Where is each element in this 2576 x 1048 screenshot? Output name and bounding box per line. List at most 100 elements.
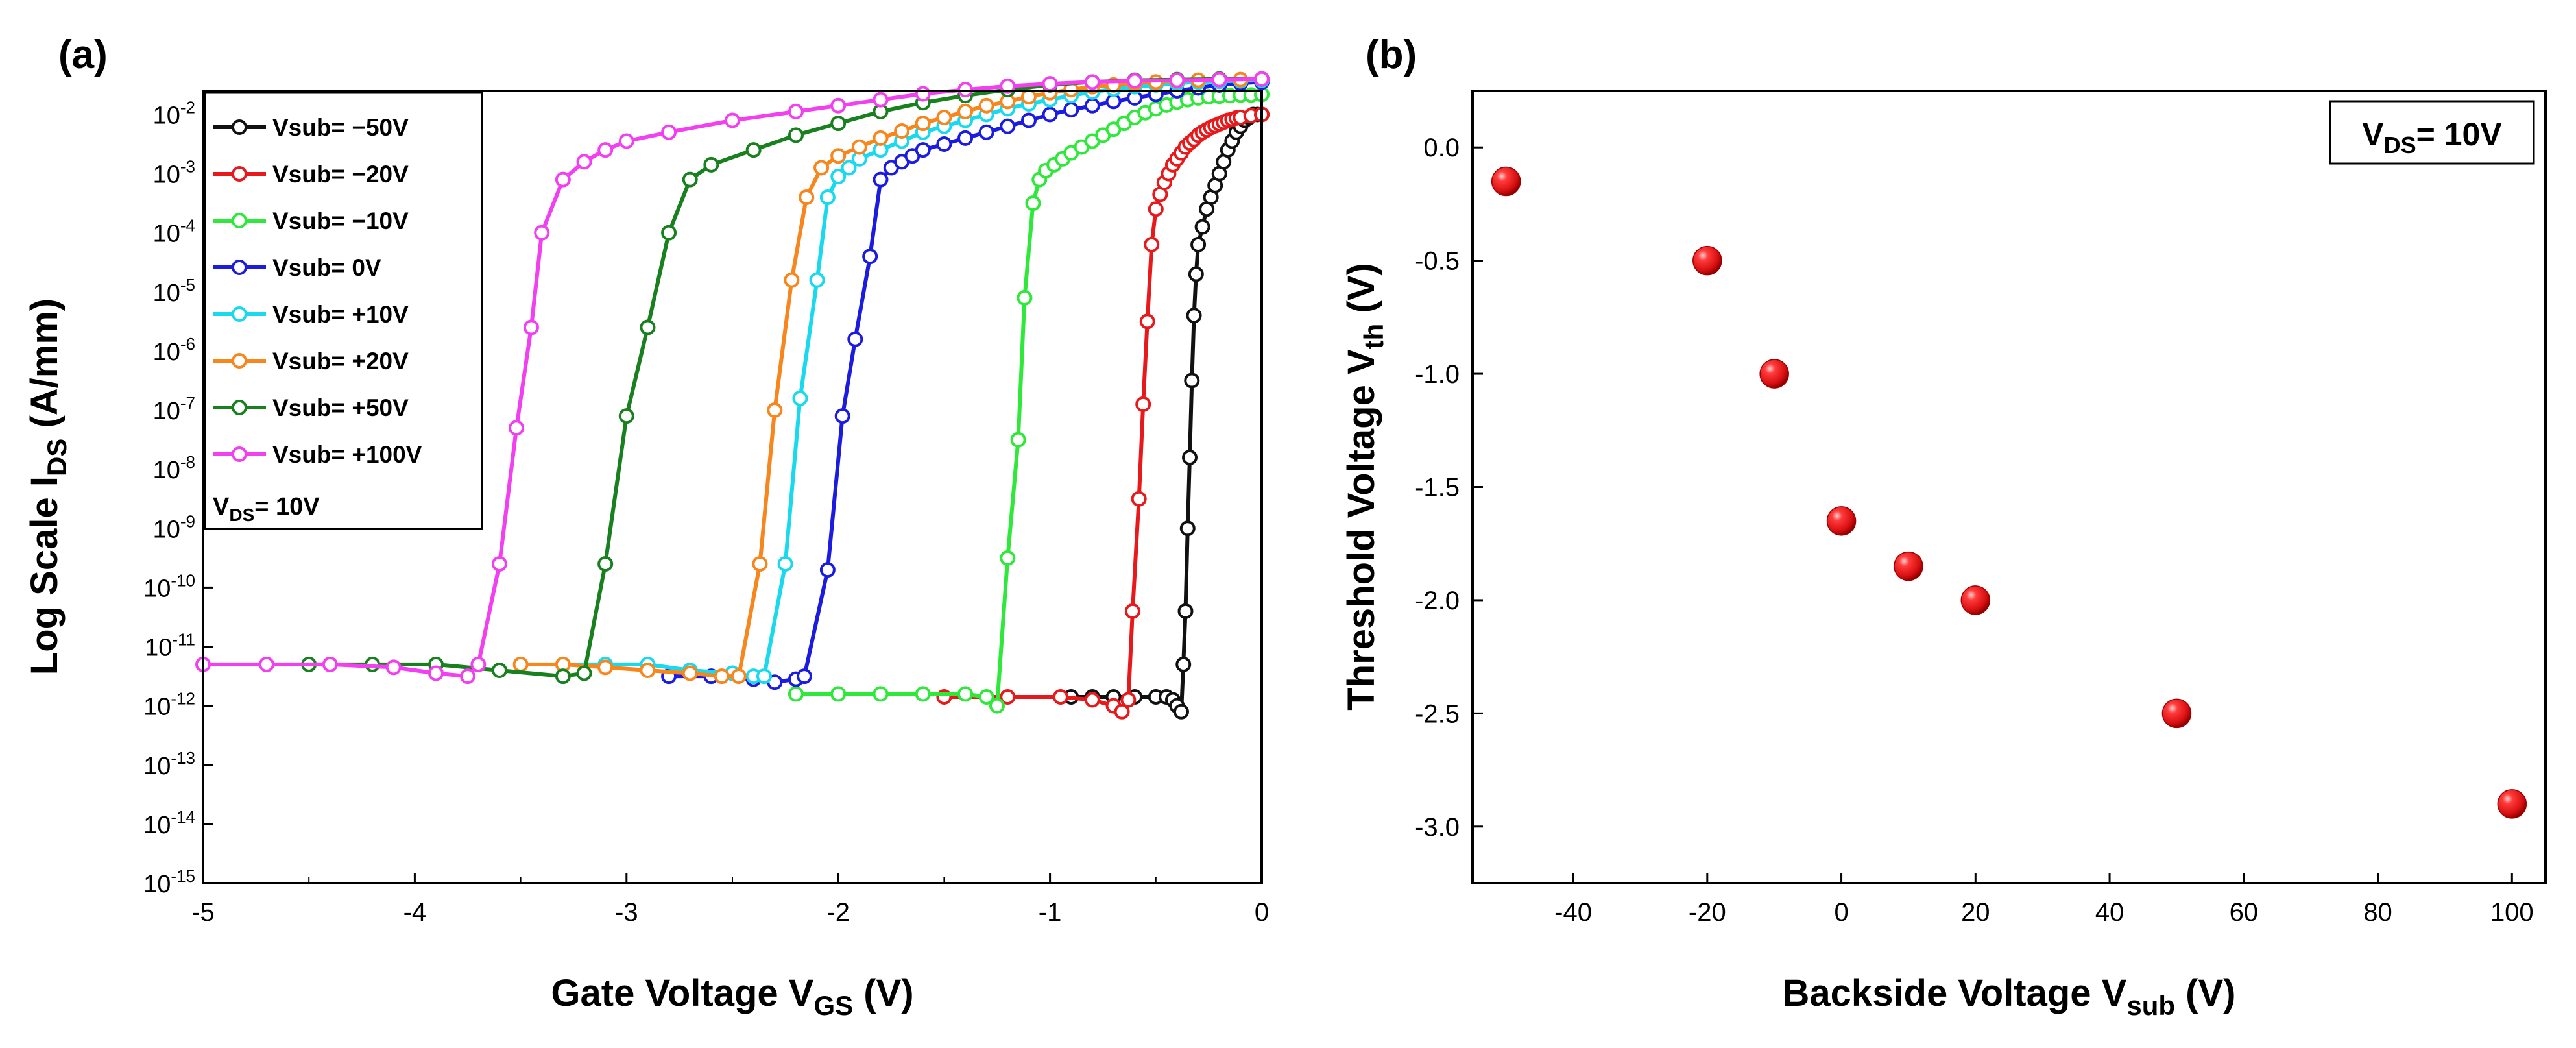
- data-point: [322, 656, 338, 672]
- data-point: [509, 420, 525, 436]
- y-tick-label: 10-6: [153, 334, 195, 366]
- data-point: [1211, 71, 1227, 88]
- data-point: [1135, 396, 1151, 412]
- x-tick-label: -40: [1554, 898, 1592, 927]
- data-point: [1254, 71, 1270, 87]
- data-point: [576, 154, 592, 170]
- legend-label: Vsub= +50V: [272, 395, 409, 421]
- legend-entry: Vsub= +100V: [213, 441, 422, 468]
- series-line: [1071, 112, 1262, 714]
- legend-label: Vsub= +20V: [272, 348, 409, 374]
- panel-a-label: (a): [58, 32, 108, 77]
- data-point: [618, 408, 634, 424]
- vds-annotation-box: [2329, 100, 2535, 165]
- series-0: [1063, 106, 1270, 720]
- data-point: [1042, 106, 1058, 123]
- legend-marker: [232, 306, 247, 322]
- data-point: [957, 103, 974, 119]
- legend-marker: [232, 353, 247, 369]
- y-tick-label: -2.5: [1415, 700, 1460, 728]
- vth-point: [1894, 551, 1923, 581]
- data-point: [784, 272, 800, 288]
- data-point: [851, 139, 867, 155]
- x-tick-label: 20: [1961, 898, 1990, 927]
- y-tick-label: 0.0: [1423, 134, 1460, 162]
- panel-a-x-axis-label: Gate Voltage VGS (V): [551, 972, 913, 1021]
- data-point: [1139, 313, 1155, 330]
- legend-label: Vsub= 0V: [272, 254, 381, 281]
- panel-b: (b) -40 -20 0 20 40 60 80 100 0.0 -0.5 -1.0 -1.5 -2…: [1340, 32, 2547, 1021]
- vth-point: [2497, 789, 2527, 819]
- data-point: [819, 562, 836, 578]
- data-point: [1000, 118, 1016, 134]
- y-tick-label: 10-3: [153, 157, 195, 189]
- x-tick-label: -1: [1039, 898, 1062, 927]
- vth-point: [1759, 359, 1789, 389]
- legend-marker: [232, 260, 247, 275]
- data-point: [682, 171, 698, 188]
- data-point: [1144, 236, 1160, 252]
- data-point: [873, 91, 889, 108]
- data-point: [714, 668, 730, 685]
- legend-entry: Vsub= +10V: [213, 301, 409, 328]
- data-point: [756, 668, 772, 685]
- data-point: [1179, 520, 1196, 537]
- data-point: [1177, 603, 1194, 619]
- data-point: [1188, 266, 1204, 282]
- panel-b-x-ticks: -40 -20 0 20 40 60 80 100: [1554, 873, 2534, 927]
- data-point: [1114, 703, 1130, 720]
- legend-entry: Vsub= −20V: [213, 161, 409, 188]
- data-point: [534, 225, 550, 241]
- series-4: [555, 72, 1270, 685]
- data-point: [661, 124, 677, 140]
- data-point: [1173, 703, 1189, 720]
- data-point: [491, 662, 507, 678]
- y-tick-label: -1.0: [1415, 360, 1460, 389]
- legend-label: Vsub= +100V: [272, 441, 422, 468]
- y-tick-label: 10-8: [153, 452, 195, 484]
- panel-b-annotation: VDS= 10V: [2329, 100, 2535, 165]
- data-point: [767, 402, 783, 419]
- data-point: [847, 331, 863, 347]
- x-tick-label: 100: [2490, 898, 2534, 927]
- data-point: [1000, 550, 1016, 566]
- data-point: [788, 103, 804, 119]
- x-tick-label: 0: [1255, 898, 1269, 927]
- data-point: [777, 555, 793, 572]
- panel-a-legend: Vsub= −50V Vsub= −20V Vsub= −10V Vsub= 0V Vs…: [204, 91, 483, 530]
- data-point: [1084, 97, 1100, 114]
- panel-a: (a) -5 -4 -3 -2 -1 0 10-2 10-3 10-4 10-5 10-6 10-7…: [23, 32, 1270, 1021]
- data-point: [1194, 219, 1210, 235]
- panel-b-x-axis-label: Backside Voltage Vsub (V): [1783, 972, 2236, 1021]
- data-point: [936, 110, 952, 126]
- data-point: [915, 116, 931, 132]
- panel-b-y-axis-label: Threshold Voltage Vth (V): [1340, 263, 1389, 711]
- y-tick-label: 10-4: [153, 216, 195, 248]
- data-point: [873, 171, 889, 188]
- vth-point: [1491, 166, 1521, 197]
- data-point: [978, 124, 994, 140]
- data-point: [1063, 102, 1079, 118]
- x-tick-label: 80: [2363, 898, 2392, 927]
- data-point: [830, 116, 847, 132]
- data-point: [894, 123, 910, 139]
- data-point: [873, 686, 889, 702]
- data-point: [1010, 432, 1026, 448]
- vds-annotation-text: VDS= 10V: [2362, 116, 2502, 158]
- data-point: [1184, 372, 1200, 389]
- data-point: [730, 668, 747, 685]
- data-point: [796, 668, 812, 685]
- data-point: [830, 97, 847, 114]
- data-point: [873, 130, 889, 146]
- data-point: [830, 148, 847, 164]
- data-point: [576, 665, 592, 681]
- data-point: [936, 136, 952, 152]
- data-point: [1052, 689, 1068, 705]
- legend-marker: [232, 213, 247, 228]
- data-point: [788, 686, 804, 702]
- series-2: [788, 86, 1270, 714]
- data-point: [1169, 72, 1185, 88]
- data-point: [523, 319, 539, 335]
- panel-b-y-ticks: 0.0 -0.5 -1.0 -1.5 -2.0 -2.5 -3.0: [1415, 134, 1483, 842]
